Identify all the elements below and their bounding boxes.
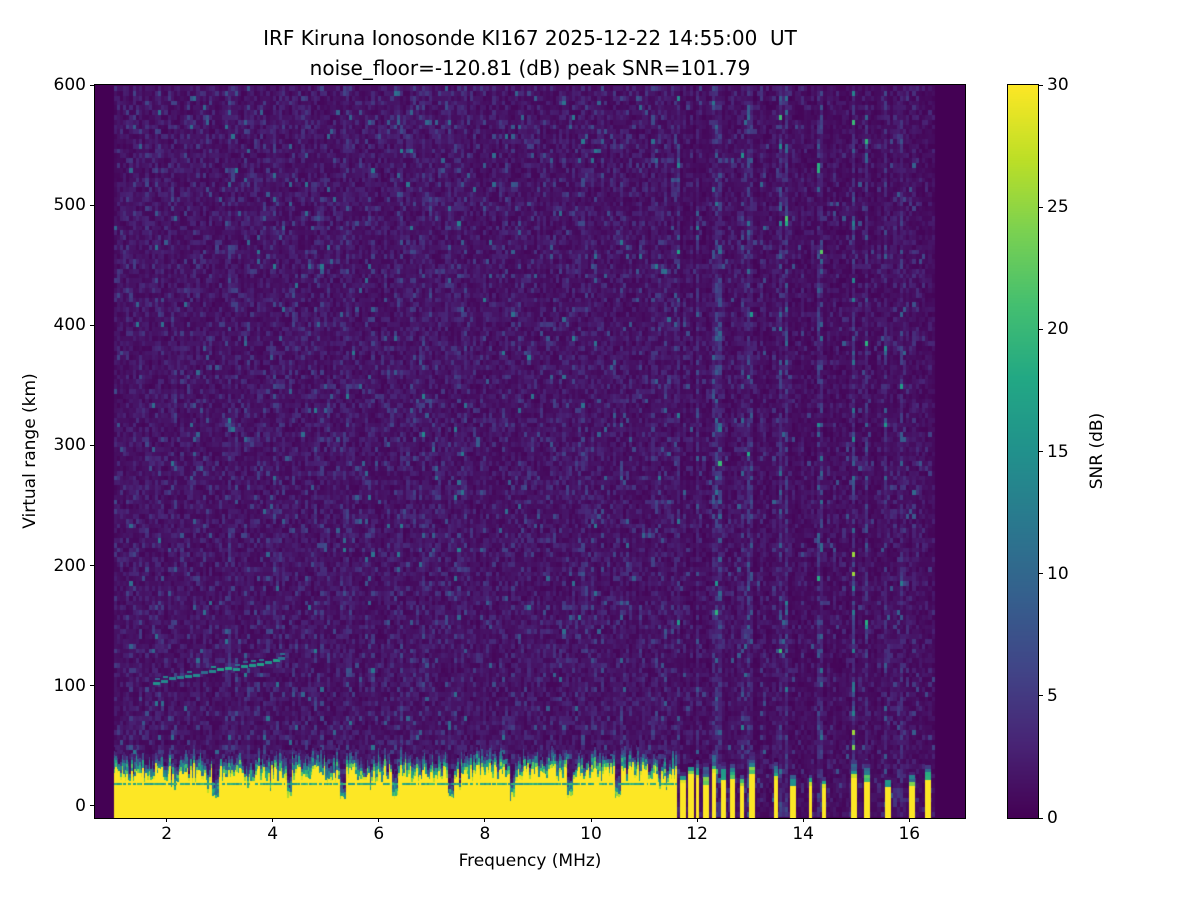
- x-tick-label: 10: [580, 824, 602, 844]
- y-tick-label: 400: [53, 315, 86, 336]
- x-tick-label: 12: [686, 824, 708, 844]
- y-tick-label: 300: [53, 435, 86, 456]
- y-tick-mark: [90, 204, 94, 206]
- colorbar-tick-mark: [1039, 206, 1043, 208]
- colorbar-tick-label: 0: [1047, 808, 1058, 828]
- colorbar-tick-mark: [1039, 328, 1043, 330]
- y-tick-mark: [90, 685, 94, 687]
- colorbar-tick-mark: [1039, 573, 1043, 575]
- x-tick-label: 14: [792, 824, 814, 844]
- colorbar-tick-mark: [1039, 817, 1043, 819]
- x-tick-label: 16: [898, 824, 921, 844]
- x-tick-label: 2: [161, 824, 173, 844]
- colorbar-tick-label: 15: [1047, 441, 1069, 462]
- x-tick-mark: [696, 818, 698, 822]
- y-tick-label: 500: [53, 195, 86, 216]
- colorbar-tick-label: 5: [1047, 685, 1058, 706]
- x-tick-mark: [802, 818, 804, 822]
- colorbar-canvas: [1008, 85, 1038, 818]
- x-tick-mark: [378, 818, 380, 822]
- colorbar-tick-mark: [1039, 84, 1043, 86]
- chart-title-line-2: noise_floor=-120.81 (dB) peak SNR=101.79: [309, 56, 751, 80]
- heatmap-canvas: [95, 85, 965, 818]
- colorbar: [1007, 84, 1039, 819]
- x-tick-label: 8: [479, 824, 491, 844]
- x-tick-label: 4: [267, 824, 279, 844]
- colorbar-tick-mark: [1039, 451, 1043, 452]
- y-tick-mark: [90, 324, 94, 326]
- y-tick-label: 600: [53, 75, 86, 95]
- colorbar-tick-label: 20: [1047, 319, 1069, 340]
- x-tick-label: 6: [373, 824, 385, 844]
- x-tick-mark: [908, 818, 910, 822]
- x-axis-label: Frequency (MHz): [458, 851, 602, 871]
- y-tick-mark: [90, 444, 94, 446]
- chart-title-line-1: IRF Kiruna Ionosonde KI167 2025-12-22 14…: [263, 26, 797, 50]
- colorbar-axis-label: SNR (dB): [1087, 412, 1107, 490]
- colorbar-tick-label: 30: [1047, 75, 1069, 95]
- x-tick-mark: [272, 818, 274, 822]
- x-tick-mark: [484, 818, 486, 822]
- colorbar-tick-mark: [1039, 695, 1043, 697]
- y-tick-mark: [90, 565, 94, 567]
- x-tick-mark: [590, 818, 592, 822]
- y-tick-label: 0: [75, 795, 86, 816]
- x-tick-mark: [166, 818, 168, 822]
- heatmap-plot-area: [94, 84, 966, 819]
- y-tick-mark: [90, 805, 94, 807]
- colorbar-tick-label: 10: [1047, 563, 1069, 584]
- y-tick-label: 200: [53, 555, 86, 576]
- y-tick-mark: [90, 84, 94, 86]
- y-tick-label: 100: [53, 675, 86, 696]
- colorbar-tick-label: 25: [1047, 197, 1069, 218]
